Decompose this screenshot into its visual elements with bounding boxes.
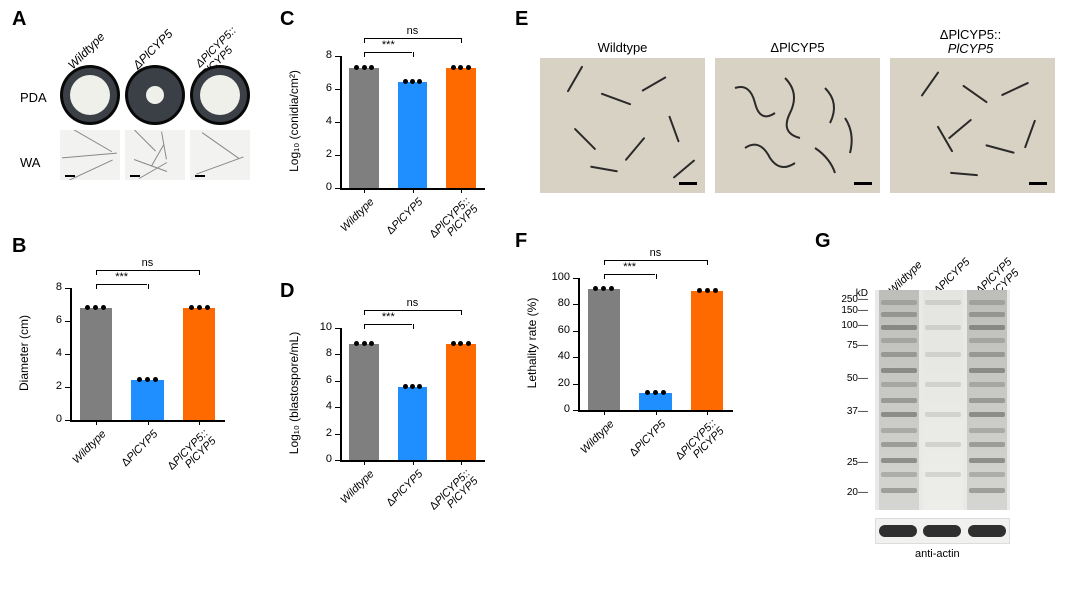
chart-f: 020406080100Lethality rate (%)***nsWildt… [538, 250, 738, 430]
xtick-ko: ΔPlCYP5 [384, 196, 425, 237]
bar-ko [131, 380, 163, 420]
kd-marker-37: 37— [838, 406, 868, 417]
panel-g-label: G [815, 230, 831, 253]
data-point [354, 65, 359, 70]
data-point [609, 286, 614, 291]
xtick-ko: ΔPlCYP5 [119, 428, 160, 469]
data-point [369, 65, 374, 70]
xtick-comp: ΔPlCYP5::PlCYP5 [428, 468, 480, 520]
data-point [713, 288, 718, 293]
wa-box-ko [125, 130, 185, 180]
xtick-wt: Wildtype [70, 428, 108, 466]
bar-comp [446, 344, 476, 460]
kd-marker-20: 20— [838, 487, 868, 498]
wa-scalebar-3 [195, 175, 205, 177]
pda-dish-ko [125, 65, 185, 125]
bar-comp [446, 68, 476, 188]
data-point [369, 341, 374, 346]
data-point [403, 79, 408, 84]
micro-lab-ko: ΔPlCYP5 [715, 40, 880, 55]
kd-marker-150: 150— [838, 305, 868, 316]
chart-b: 02468Diameter (cm)***nsWildtypeΔPlCYP5ΔP… [30, 260, 230, 440]
data-point [189, 305, 194, 310]
actin-band-comp [968, 525, 1006, 537]
bar-ko [398, 82, 428, 188]
panel-e-label: E [515, 8, 528, 31]
data-point [205, 305, 210, 310]
pda-dish-wt [60, 65, 120, 125]
panel-a-row-pda: PDA [20, 90, 47, 105]
panel-a-label: A [12, 8, 26, 31]
data-point [601, 286, 606, 291]
panel-a-row-wa: WA [20, 155, 40, 170]
pda-dish-comp [190, 65, 250, 125]
micro-wt [540, 58, 705, 193]
data-point [653, 390, 658, 395]
bar-ko [639, 393, 671, 410]
xtick-wt: Wildtype [338, 196, 376, 234]
xtick-comp: ΔPlCYP5::PlCYP5 [428, 196, 480, 248]
data-point [362, 341, 367, 346]
data-point [466, 65, 471, 70]
actin-band-ko [923, 525, 961, 537]
data-point [661, 390, 666, 395]
kd-marker-50: 50— [838, 373, 868, 384]
kd-marker-100: 100— [838, 320, 868, 331]
data-point [458, 65, 463, 70]
bar-ko [398, 387, 428, 460]
bar-wt [588, 289, 620, 410]
panel-c-label: C [280, 8, 294, 31]
data-point [697, 288, 702, 293]
xtick-ko: ΔPlCYP5 [627, 418, 668, 459]
data-point [451, 341, 456, 346]
micro-comp [890, 58, 1055, 193]
panel-b-label: B [12, 235, 26, 258]
actin-label: anti-actin [915, 548, 960, 560]
kd-marker-25: 25— [838, 457, 868, 468]
bar-comp [691, 291, 723, 410]
xtick-comp: ΔPlCYP5::PlCYP5 [166, 428, 218, 480]
kd-marker-250: 250— [838, 294, 868, 305]
xtick-ko: ΔPlCYP5 [384, 468, 425, 509]
chart-c: 02468Log₁₀ (conidia/cm²)***nsWildtypeΔPl… [300, 28, 490, 208]
data-point [466, 341, 471, 346]
data-point [705, 288, 710, 293]
micro-lab-wt: Wildtype [540, 40, 705, 55]
kd-marker-75: 75— [838, 340, 868, 351]
bar-wt [349, 344, 379, 460]
data-point [403, 384, 408, 389]
wa-scalebar-2 [130, 175, 140, 177]
micro-lab-comp-a: ΔPlCYP5:: [888, 28, 1053, 42]
data-point [354, 341, 359, 346]
data-point [362, 65, 367, 70]
bar-wt [349, 68, 379, 188]
bar-wt [80, 308, 112, 420]
xtick-wt: Wildtype [338, 468, 376, 506]
actin-band-wt [879, 525, 917, 537]
data-point [451, 65, 456, 70]
micro-lab-comp-b: PlCYP5 [888, 42, 1053, 56]
xtick-wt: Wildtype [578, 418, 616, 456]
data-point [197, 305, 202, 310]
figure-root: A Wildtype ΔPlCYP5 ΔPlCYP5:: PlCYP5 PDA … [0, 0, 1075, 590]
gel-main [875, 290, 1010, 510]
chart-d: 0246810Log₁₀ (blastospore/mL)***nsWildty… [300, 300, 490, 480]
panel-f-label: F [515, 230, 527, 253]
bar-comp [183, 308, 215, 420]
wa-box-wt [60, 130, 120, 180]
data-point [645, 390, 650, 395]
panel-d-label: D [280, 280, 294, 303]
actin-box [875, 518, 1010, 544]
data-point [593, 286, 598, 291]
xtick-comp: ΔPlCYP5::PlCYP5 [674, 418, 726, 470]
micro-ko [715, 58, 880, 193]
wa-scalebar-1 [65, 175, 75, 177]
wa-box-comp [190, 130, 250, 180]
